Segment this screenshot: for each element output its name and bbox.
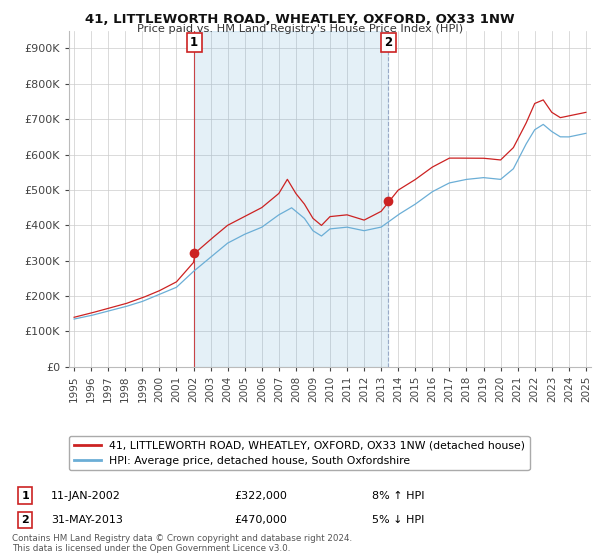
Text: £470,000: £470,000 [234, 515, 287, 525]
Text: 11-JAN-2002: 11-JAN-2002 [51, 491, 121, 501]
Text: 1: 1 [22, 491, 29, 501]
Text: 8% ↑ HPI: 8% ↑ HPI [372, 491, 425, 501]
Text: 31-MAY-2013: 31-MAY-2013 [51, 515, 123, 525]
Text: 2: 2 [384, 36, 392, 49]
Text: 41, LITTLEWORTH ROAD, WHEATLEY, OXFORD, OX33 1NW: 41, LITTLEWORTH ROAD, WHEATLEY, OXFORD, … [85, 13, 515, 26]
Legend: 41, LITTLEWORTH ROAD, WHEATLEY, OXFORD, OX33 1NW (detached house), HPI: Average : 41, LITTLEWORTH ROAD, WHEATLEY, OXFORD, … [69, 436, 530, 470]
Text: 2: 2 [22, 515, 29, 525]
Bar [194, 31, 388, 367]
Text: 5% ↓ HPI: 5% ↓ HPI [372, 515, 424, 525]
Text: Price paid vs. HM Land Registry's House Price Index (HPI): Price paid vs. HM Land Registry's House … [137, 24, 463, 34]
Text: Contains HM Land Registry data © Crown copyright and database right 2024.
This d: Contains HM Land Registry data © Crown c… [12, 534, 352, 553]
Text: 1: 1 [190, 36, 198, 49]
Text: £322,000: £322,000 [234, 491, 287, 501]
